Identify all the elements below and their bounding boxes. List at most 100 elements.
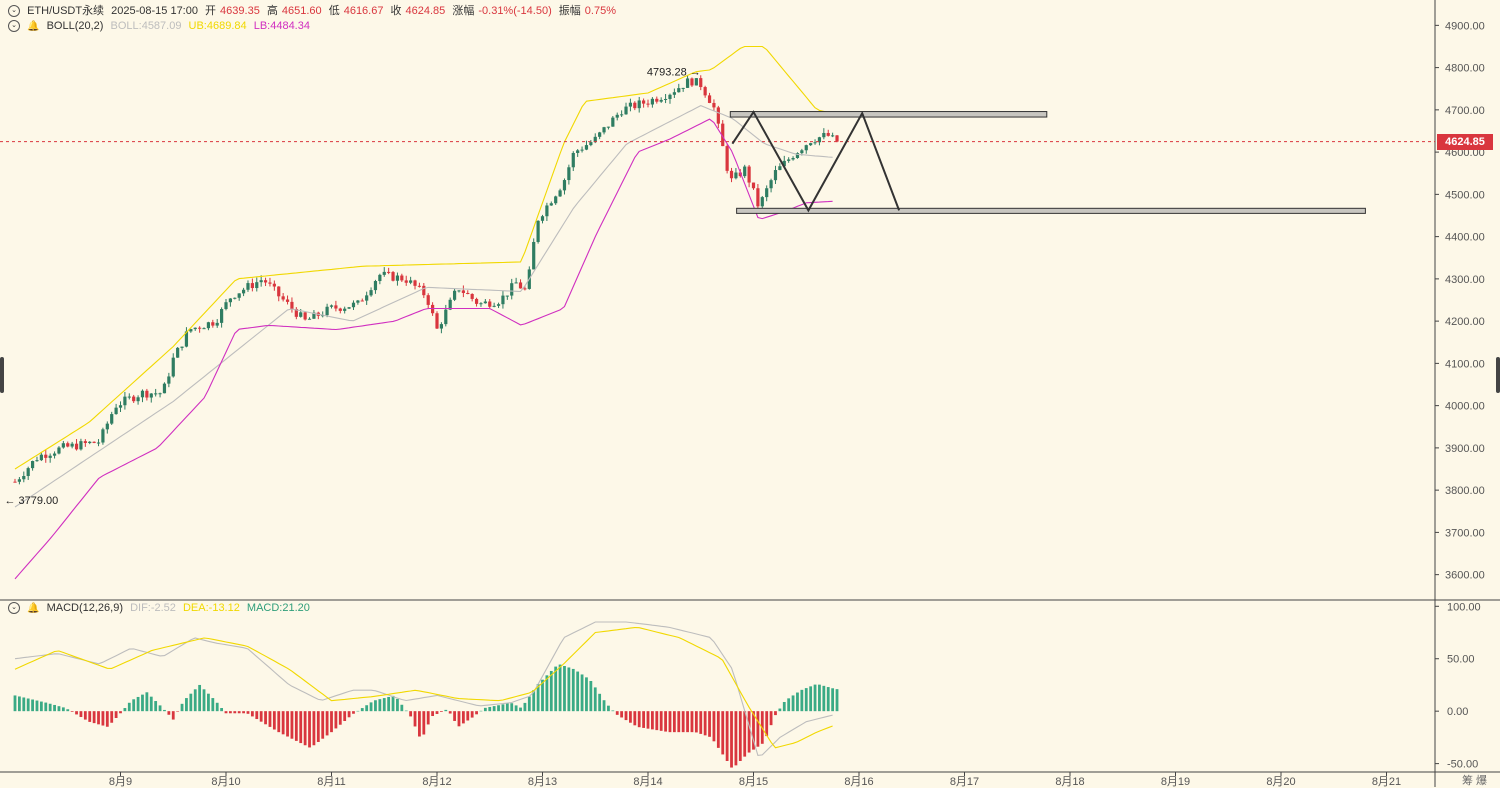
candle-body bbox=[681, 87, 685, 89]
candle-body bbox=[817, 137, 822, 143]
dif-line bbox=[14, 621, 833, 756]
macd-bar bbox=[650, 711, 654, 730]
macd-bar bbox=[396, 698, 399, 712]
macd-bar bbox=[127, 702, 131, 712]
macd-bar bbox=[818, 684, 821, 712]
candle-body bbox=[712, 102, 716, 108]
candles-group bbox=[13, 75, 839, 485]
price-annotation: 4793.28 → bbox=[647, 66, 701, 78]
candle-body bbox=[382, 271, 386, 275]
candle-body bbox=[307, 318, 312, 320]
candle-body bbox=[721, 123, 725, 147]
candle-body bbox=[677, 88, 681, 93]
candle-body bbox=[391, 272, 395, 281]
candle-body bbox=[615, 114, 619, 118]
macd-name[interactable]: MACD(12,26,9) bbox=[46, 602, 123, 614]
macd-bar bbox=[461, 711, 465, 724]
candle-body bbox=[237, 293, 241, 298]
projection-path bbox=[731, 110, 901, 213]
macd-bar bbox=[721, 711, 725, 755]
macd-bar bbox=[483, 707, 487, 712]
macd-bar bbox=[615, 711, 619, 715]
candle-body bbox=[650, 98, 654, 105]
candle-body bbox=[769, 180, 773, 189]
bell-icon[interactable]: 🔔 bbox=[27, 21, 40, 32]
candle-body bbox=[598, 132, 602, 137]
candle-body bbox=[259, 280, 263, 283]
x-tick-label: 8月11 bbox=[317, 776, 346, 787]
candle-body bbox=[96, 442, 101, 444]
candle-body bbox=[92, 441, 96, 443]
macd-bar bbox=[360, 708, 364, 712]
macd-bar bbox=[66, 709, 70, 712]
macd-bar bbox=[105, 711, 109, 727]
candle-body bbox=[66, 443, 70, 447]
current-price-tag: 4624.85 bbox=[1437, 134, 1493, 150]
close-label: 收 bbox=[390, 5, 402, 17]
candle-body bbox=[48, 455, 52, 458]
macd-bar bbox=[655, 711, 659, 731]
candle-body bbox=[162, 383, 167, 394]
candle-body bbox=[158, 393, 162, 395]
candle-body bbox=[360, 300, 364, 302]
y-tick-label: 4300.00 bbox=[1445, 274, 1485, 286]
candle-body bbox=[136, 397, 140, 402]
candle-body bbox=[760, 197, 764, 207]
macd-bar bbox=[738, 711, 742, 761]
candle-body bbox=[294, 308, 298, 317]
candle-body bbox=[743, 166, 747, 177]
candle-body bbox=[822, 132, 826, 138]
candle-body bbox=[118, 405, 123, 408]
candle-body bbox=[132, 396, 136, 402]
candle-body bbox=[646, 103, 650, 105]
macd-bar bbox=[255, 711, 259, 720]
candle-body bbox=[17, 479, 21, 482]
candle-body bbox=[22, 476, 26, 480]
y-tick-label: 4600.00 bbox=[1445, 147, 1485, 159]
candle-body bbox=[123, 396, 127, 406]
candle-body bbox=[795, 153, 800, 159]
candle-body bbox=[167, 376, 171, 384]
candle-body bbox=[716, 107, 720, 124]
macd-bar bbox=[804, 688, 808, 712]
amplitude-value: 0.75% bbox=[584, 5, 616, 17]
candle-body bbox=[782, 160, 786, 167]
macd-bar bbox=[637, 711, 641, 728]
bell-icon[interactable]: 🔔 bbox=[27, 603, 40, 614]
support-zone bbox=[736, 207, 1366, 214]
macd-bar bbox=[835, 689, 839, 712]
macd-bar bbox=[141, 694, 144, 712]
boll-name[interactable]: BOLL(20,2) bbox=[46, 20, 104, 32]
left-drawer-handle[interactable] bbox=[0, 357, 4, 393]
x-tick-label: 8月15 bbox=[739, 776, 768, 787]
collapse-icon[interactable]: ⌄ bbox=[8, 20, 20, 33]
macd-bar bbox=[264, 711, 267, 725]
macd-bar bbox=[13, 695, 17, 712]
candle-body bbox=[549, 203, 553, 206]
macd-bar bbox=[233, 711, 237, 714]
candle-body bbox=[496, 304, 501, 306]
macd-bar bbox=[624, 711, 628, 721]
candle-body bbox=[668, 94, 672, 99]
macd-bar bbox=[26, 698, 30, 712]
candle-body bbox=[567, 167, 571, 181]
macd-bar bbox=[202, 689, 206, 712]
macd-bar bbox=[659, 711, 663, 731]
collapse-icon[interactable]: ⌄ bbox=[8, 602, 20, 615]
boll-mid-line bbox=[14, 104, 833, 508]
candle-body bbox=[83, 441, 87, 444]
candle-body bbox=[356, 300, 360, 303]
macd-bar bbox=[791, 695, 795, 712]
dea-line bbox=[14, 627, 833, 749]
price-annotation: ← 3779.00 bbox=[4, 495, 58, 507]
candle-body bbox=[241, 289, 246, 294]
candle-body bbox=[263, 280, 268, 283]
y-tick-label: 4500.00 bbox=[1445, 189, 1485, 201]
macd-bar bbox=[79, 711, 83, 718]
collapse-icon[interactable]: ⌄ bbox=[8, 5, 20, 18]
right-drawer-handle[interactable] bbox=[1496, 357, 1500, 393]
macd-bar bbox=[554, 666, 558, 712]
candle-body bbox=[272, 283, 276, 287]
candle-body bbox=[703, 87, 707, 96]
